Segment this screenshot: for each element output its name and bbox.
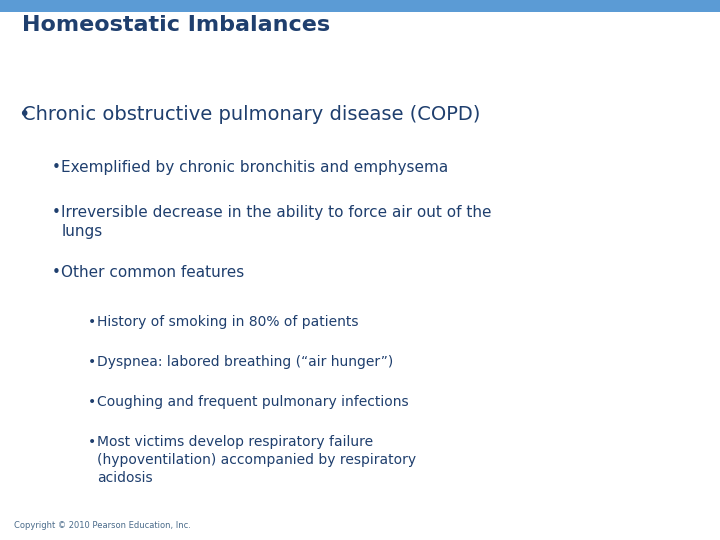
Text: Coughing and frequent pulmonary infections: Coughing and frequent pulmonary infectio… (97, 395, 409, 409)
Text: Homeostatic Imbalances: Homeostatic Imbalances (22, 15, 330, 35)
Text: •: • (18, 105, 30, 124)
Text: •: • (52, 265, 60, 280)
Text: •: • (88, 395, 96, 409)
Text: •: • (88, 355, 96, 369)
Text: Exemplified by chronic bronchitis and emphysema: Exemplified by chronic bronchitis and em… (61, 160, 449, 175)
Text: •: • (52, 160, 60, 175)
Text: Most victims develop respiratory failure
(hypoventilation) accompanied by respir: Most victims develop respiratory failure… (97, 435, 416, 485)
Text: Chronic obstructive pulmonary disease (COPD): Chronic obstructive pulmonary disease (C… (22, 105, 480, 124)
Text: Dyspnea: labored breathing (“air hunger”): Dyspnea: labored breathing (“air hunger”… (97, 355, 393, 369)
Text: •: • (88, 315, 96, 329)
FancyBboxPatch shape (0, 0, 720, 12)
Text: Copyright © 2010 Pearson Education, Inc.: Copyright © 2010 Pearson Education, Inc. (14, 521, 192, 530)
Text: Other common features: Other common features (61, 265, 245, 280)
Text: Irreversible decrease in the ability to force air out of the
lungs: Irreversible decrease in the ability to … (61, 205, 492, 239)
Text: History of smoking in 80% of patients: History of smoking in 80% of patients (97, 315, 359, 329)
Text: •: • (88, 435, 96, 449)
Text: •: • (52, 205, 60, 220)
